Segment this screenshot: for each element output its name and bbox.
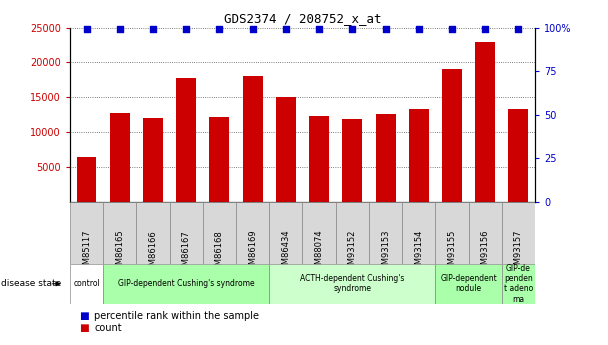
Bar [269,202,302,264]
Point [381,26,390,32]
Text: GIP-dependent Cushing's syndrome: GIP-dependent Cushing's syndrome [118,279,255,288]
Point [414,26,424,32]
Point [281,26,291,32]
Bar [110,113,130,202]
Bar [77,157,97,202]
Text: GSM86166: GSM86166 [148,230,157,276]
Bar [236,202,269,264]
Bar [309,116,329,202]
Text: GSM86167: GSM86167 [182,230,191,276]
Text: ■: ■ [79,311,89,321]
Bar [143,118,163,202]
Point [447,26,457,32]
Bar [203,202,236,264]
Bar [402,202,435,264]
Text: count: count [94,324,122,333]
Bar [342,119,362,202]
Text: disease state: disease state [1,279,61,288]
Text: GSM93153: GSM93153 [381,230,390,275]
Bar [170,202,203,264]
Text: GSM85117: GSM85117 [82,230,91,275]
Title: GDS2374 / 208752_x_at: GDS2374 / 208752_x_at [224,12,381,25]
Bar [243,76,263,202]
Bar [409,109,429,202]
Bar [442,69,462,202]
Bar [103,264,269,304]
Text: control: control [73,279,100,288]
Bar [475,41,495,202]
Text: GSM86169: GSM86169 [248,230,257,275]
Bar [376,114,395,202]
Bar [209,117,229,202]
Point [314,26,324,32]
Point [115,26,125,32]
Text: GSM93154: GSM93154 [414,230,423,275]
Bar [502,202,535,264]
Bar [276,97,296,202]
Text: GSM93155: GSM93155 [447,230,457,275]
Bar [176,78,196,202]
Text: GSM86165: GSM86165 [116,230,124,275]
Text: GSM86434: GSM86434 [282,230,291,275]
Bar [508,109,528,202]
Text: GIP-dependent
nodule: GIP-dependent nodule [440,274,497,294]
Text: GSM93152: GSM93152 [348,230,357,275]
Text: GSM88074: GSM88074 [314,230,323,275]
Bar [70,202,103,264]
Point [480,26,490,32]
Text: ■: ■ [79,324,89,333]
Bar [369,202,402,264]
Point [215,26,224,32]
Bar [269,264,435,304]
Text: GSM93156: GSM93156 [481,230,489,275]
Bar [435,264,502,304]
Point [148,26,158,32]
Text: GSM93157: GSM93157 [514,230,523,275]
Text: GIP-de
penden
t adeno
ma: GIP-de penden t adeno ma [504,264,533,304]
Text: percentile rank within the sample: percentile rank within the sample [94,311,259,321]
Point [248,26,258,32]
Point [181,26,191,32]
Bar [136,202,170,264]
Point [514,26,523,32]
Bar [435,202,469,264]
Point [347,26,357,32]
Bar [302,202,336,264]
Bar [70,264,103,304]
Point [81,26,91,32]
Bar [336,202,369,264]
Bar [469,202,502,264]
Bar [502,264,535,304]
Text: GSM86168: GSM86168 [215,230,224,276]
Bar [103,202,136,264]
Text: ACTH-dependent Cushing's
syndrome: ACTH-dependent Cushing's syndrome [300,274,404,294]
